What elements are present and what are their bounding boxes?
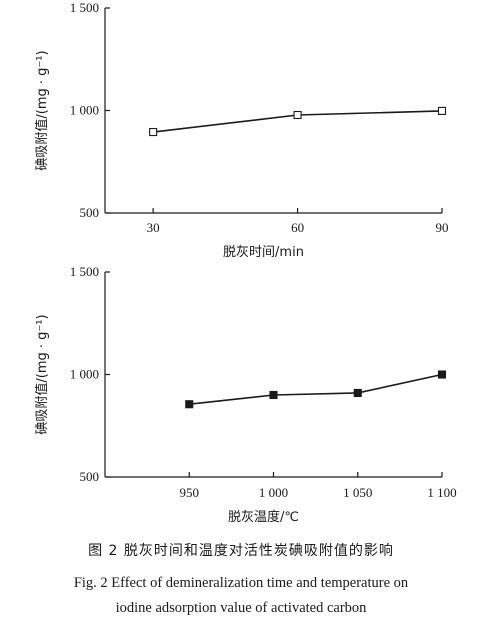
y-tick-label: 500 <box>80 205 100 220</box>
x-tick-label: 90 <box>436 220 449 235</box>
chart-deashing-time: 500 1 000 1 500 30 60 90 脱灰时间/min 碘吸附值/(mg · g⁻… <box>34 0 449 260</box>
y-tick-label: 1 500 <box>70 264 99 279</box>
x-tick-label: 1 050 <box>343 485 372 500</box>
x-axis-title: 脱灰温度/℃ <box>228 509 299 525</box>
x-axis-title: 脱灰时间/min <box>223 245 304 260</box>
y-axis-title: 碘吸附值/(mg · g⁻¹) <box>34 314 50 434</box>
data-point-marker <box>149 127 158 137</box>
data-point-marker <box>269 390 278 400</box>
x-tick-label: 60 <box>291 220 304 235</box>
y-tick-label: 1 500 <box>70 0 99 15</box>
figure-caption-english-line1: Fig. 2 Effect of demineralization time a… <box>73 575 409 591</box>
series-line <box>189 373 443 406</box>
figure: 500 1 000 1 500 30 60 90 脱灰时间/min 碘吸附值/(mg · g⁻… <box>34 0 457 525</box>
figure-caption-chinese: 图 2 脱灰时间和温度对活性炭碘吸附值的影响 <box>88 543 394 559</box>
y-tick-label: 500 <box>80 469 100 484</box>
x-tick-label: 30 <box>147 220 160 235</box>
data-point-marker <box>437 370 447 379</box>
chart-deashing-temperature: 500 1 000 1 500 950 1 000 1 050 1 100 脱灰温度/℃ 碘吸附… <box>34 264 457 525</box>
figure-caption-english-line2: iodine adsorption value of activated car… <box>115 600 367 616</box>
data-point-marker <box>353 388 362 398</box>
x-tick-label: 950 <box>180 485 200 500</box>
y-axis-title: 碘吸附值/(mg · g⁻¹) <box>34 50 50 170</box>
x-tick-label: 1 100 <box>427 485 456 500</box>
x-tick-label: 1 000 <box>259 485 288 500</box>
data-point-marker <box>437 106 447 115</box>
y-tick-label: 1 000 <box>70 367 99 382</box>
data-point-marker <box>185 400 194 409</box>
y-tick-label: 1 000 <box>70 103 99 118</box>
data-point-marker <box>293 110 302 120</box>
